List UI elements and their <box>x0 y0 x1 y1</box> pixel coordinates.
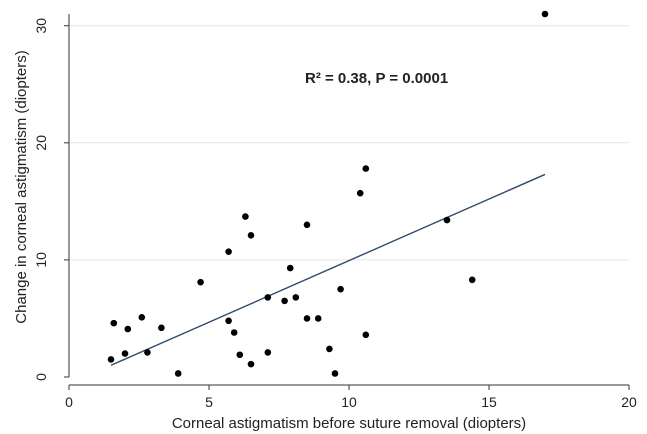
data-point <box>247 232 255 239</box>
data-point <box>158 324 165 332</box>
data-point <box>197 278 204 286</box>
data-point <box>331 370 339 377</box>
data-point <box>138 313 146 321</box>
data-point <box>174 370 182 377</box>
y-tick-label: 10 <box>33 252 49 268</box>
data-point <box>541 10 549 18</box>
data-point <box>144 349 151 356</box>
data-points <box>107 10 549 377</box>
data-point <box>264 349 272 356</box>
data-point <box>443 216 451 224</box>
fit-line <box>110 173 546 366</box>
x-tick-label: 20 <box>621 394 637 410</box>
y-axis-label: Change in corneal astigmatism (diopters) <box>13 50 30 323</box>
x-tick-label: 10 <box>341 394 357 410</box>
data-point <box>281 297 288 305</box>
data-point <box>124 325 132 333</box>
data-point <box>110 319 118 327</box>
x-tick-label: 15 <box>481 394 497 410</box>
data-point <box>303 315 311 322</box>
annotation: R² = 0.38, P = 0.0001 <box>305 70 448 87</box>
data-point <box>121 350 129 357</box>
x-axis-label: Corneal astigmatism before suture remova… <box>172 415 526 432</box>
data-point <box>303 221 311 229</box>
data-point <box>225 317 232 325</box>
grid-lines <box>69 25 629 261</box>
axes: 0 10 20 30 0 5 10 15 20 <box>33 14 637 410</box>
data-point <box>236 351 244 359</box>
fit-line-layer <box>110 173 546 366</box>
data-point <box>468 276 476 284</box>
data-point <box>362 331 370 339</box>
data-point <box>362 165 370 172</box>
data-point <box>225 248 232 256</box>
x-tick-label: 5 <box>205 394 213 410</box>
x-tick-label: 0 <box>65 394 73 410</box>
data-point <box>314 315 322 322</box>
data-point <box>107 356 115 363</box>
data-point <box>292 294 300 301</box>
y-tick-label: 0 <box>33 373 49 381</box>
y-tick-label: 20 <box>33 135 49 151</box>
data-point <box>230 329 238 336</box>
data-point <box>242 213 249 220</box>
data-point <box>337 285 344 293</box>
data-point <box>286 264 294 272</box>
data-point <box>264 294 272 301</box>
y-tick-label: 30 <box>33 18 49 34</box>
data-point <box>247 360 255 368</box>
data-point <box>326 345 333 353</box>
data-point <box>356 189 364 197</box>
